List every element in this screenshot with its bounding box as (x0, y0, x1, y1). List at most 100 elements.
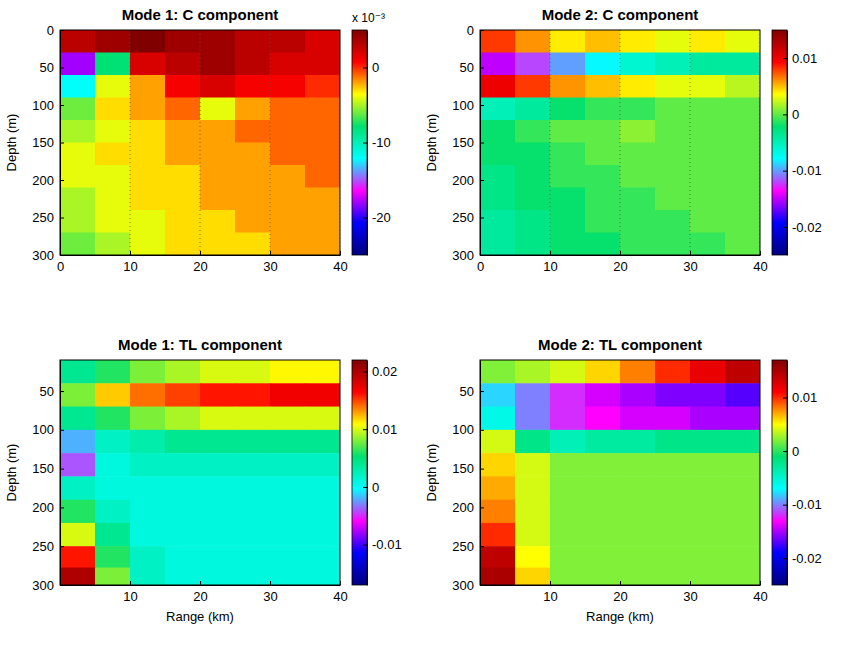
heatmap-cell (235, 407, 271, 431)
heatmap-cell (200, 210, 236, 233)
heatmap-cell (480, 568, 516, 585)
heatmap-cell (305, 476, 340, 500)
heatmap-cell (130, 430, 166, 454)
heatmap-cell (550, 546, 586, 568)
colorbar-tick-mark (783, 114, 787, 115)
heatmap-cell (725, 523, 760, 547)
colorbar-tick-mark (363, 218, 367, 219)
grid-line (620, 30, 621, 255)
heatmap-cell (270, 476, 306, 500)
heatmap-cell (165, 210, 201, 233)
y-tick-mark (480, 585, 484, 586)
heatmap-cell (60, 476, 96, 500)
heatmap-cell (95, 430, 131, 454)
colorbar-tick-label: -0.01 (792, 163, 822, 178)
heatmap-cell (95, 120, 131, 143)
x-tick-label: 30 (263, 259, 277, 274)
heatmap-cell (130, 75, 166, 98)
y-tick: 0 (47, 23, 64, 38)
heatmap-cell (130, 30, 166, 53)
heatmap-cell (550, 210, 586, 233)
heatmap-cell (130, 476, 166, 500)
x-tick-label: 10 (123, 259, 137, 274)
heatmap-cell (130, 360, 166, 384)
heatmap-cell (620, 453, 656, 477)
heatmap-cell (200, 75, 236, 98)
colorbar-tick: 0.01 (783, 51, 817, 66)
heatmap-cell (725, 430, 760, 454)
y-tick-label: 0 (467, 23, 474, 38)
y-tick-label: 250 (452, 539, 474, 554)
heatmap-cell (515, 30, 551, 53)
x-tick-mark (200, 251, 201, 255)
heatmap-cell (130, 568, 166, 585)
heatmap-cell (690, 407, 726, 431)
heatmap-cell (725, 98, 760, 121)
heatmap-cell (235, 165, 271, 188)
heatmap-cell (60, 500, 96, 524)
plot-area (60, 30, 340, 255)
panel-title: Mode 2: TL component (538, 336, 702, 353)
x-tick-label: 10 (543, 589, 557, 604)
y-tick-mark (60, 469, 64, 470)
heatmap-cell (270, 568, 306, 585)
colorbar-axis-line (367, 31, 368, 256)
y-tick: 100 (32, 98, 64, 113)
y-tick: 0 (467, 23, 484, 38)
heatmap-cell (725, 453, 760, 477)
x-tick-label: 20 (193, 589, 207, 604)
colorbar-axis: -0.02-0.0100.01 (783, 31, 822, 256)
colorbar-tick-label: 0.01 (372, 422, 397, 437)
x-tick-label: 20 (613, 589, 627, 604)
heatmap-cell (235, 568, 271, 585)
heatmap-cell (480, 120, 516, 143)
heatmap-cell (200, 546, 236, 568)
y-tick-label: 0 (47, 23, 54, 38)
heatmap-cell (270, 120, 306, 143)
y-tick-mark (60, 30, 64, 31)
y-axis-title: Depth (m) (4, 444, 19, 502)
heatmap-cell (270, 75, 306, 98)
heatmap-cell (95, 568, 131, 585)
heatmap-cell (690, 568, 726, 585)
heatmap-cell (60, 233, 96, 256)
heatmap-cell (200, 453, 236, 477)
x-tick: 40 (333, 251, 347, 274)
x-tick-mark (130, 251, 131, 255)
grid-line (690, 30, 691, 255)
heatmap-cell (235, 360, 271, 384)
heatmap-cell (550, 188, 586, 211)
colorbar-tick: -0.02 (783, 220, 822, 235)
y-axis: 050100150200250300 (452, 23, 484, 263)
heatmap-cell (165, 430, 201, 454)
heatmap-cell (620, 165, 656, 188)
plot-frame (480, 30, 760, 255)
panel: 010203040050100150200250300Depth (m)Mode… (424, 6, 822, 274)
heatmap-cell (130, 500, 166, 524)
heatmap-cell (480, 165, 516, 188)
grid-line (130, 30, 131, 255)
y-axis-title: Depth (m) (4, 114, 19, 172)
heatmap-cell (515, 383, 551, 407)
x-tick: 40 (753, 581, 767, 604)
y-tick-mark (60, 105, 64, 106)
heatmap-cell (235, 30, 271, 53)
heatmap-cell (60, 75, 96, 98)
heatmap-cell (480, 523, 516, 547)
heatmap-cell (305, 143, 340, 166)
plot-frame (480, 360, 760, 585)
heatmap-cell (130, 188, 166, 211)
heatmap-cell (480, 546, 516, 568)
heatmap-cell (620, 407, 656, 431)
colorbar-label: x 10⁻³ (352, 11, 385, 25)
heatmap-cell (270, 453, 306, 477)
heatmap-cell (95, 500, 131, 524)
y-tick: 50 (40, 384, 64, 399)
panel: 1020304050100150200250300Depth (m)Range … (4, 336, 402, 624)
heatmap-cell (655, 53, 691, 76)
y-tick: 100 (452, 422, 484, 437)
heatmap-cell (585, 523, 621, 547)
heatmap-cell (235, 120, 271, 143)
heatmap-cell (165, 407, 201, 431)
heatmap-cell (620, 500, 656, 524)
